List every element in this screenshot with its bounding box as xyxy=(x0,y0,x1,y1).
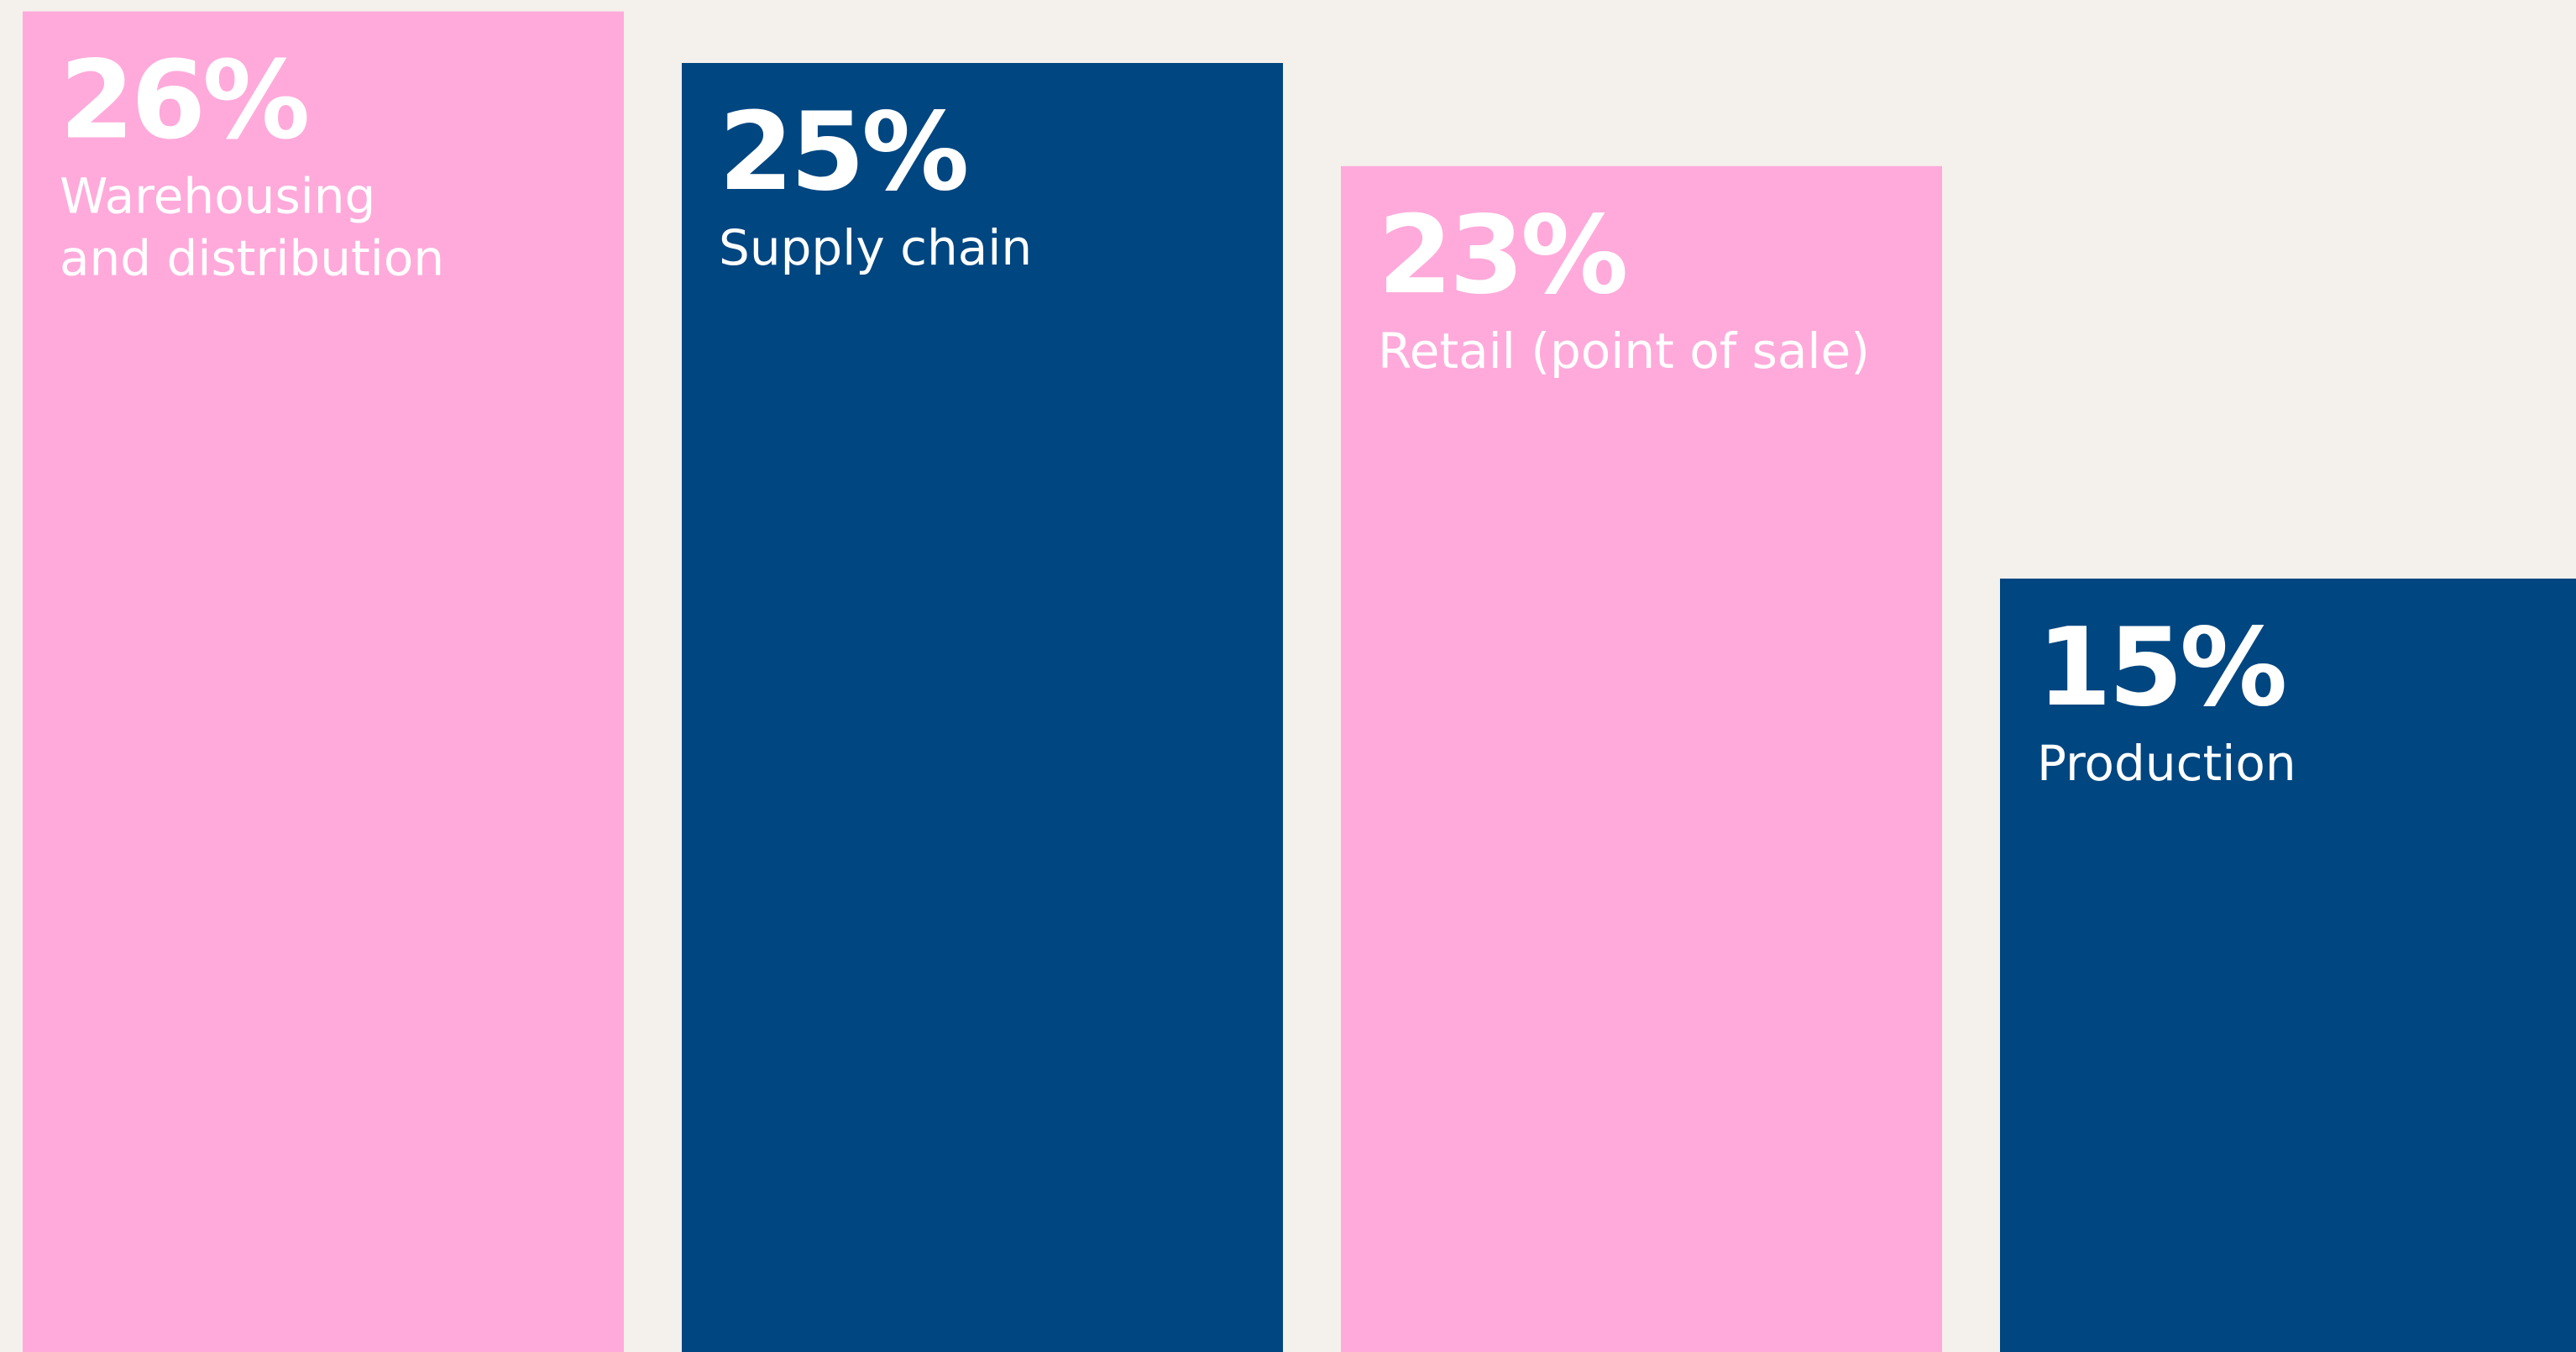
label-line: Retail (point of sale) xyxy=(1378,322,1870,380)
category-label: Supply chain xyxy=(719,219,1032,276)
value-label: 26% xyxy=(60,39,307,164)
bar xyxy=(682,63,1283,1352)
label-line: Production xyxy=(2037,735,2296,792)
value-label: 23% xyxy=(1378,193,1626,318)
category-label: Production xyxy=(2037,735,2296,792)
bar xyxy=(1341,165,1942,1352)
category-label: Retail (point of sale) xyxy=(1378,322,1870,380)
label-line: and distribution xyxy=(60,230,444,287)
category-label: Warehousing and distribution xyxy=(60,168,444,287)
value-label: 25% xyxy=(719,90,966,215)
label-line: Warehousing xyxy=(60,168,391,225)
label-line: Supply chain xyxy=(719,219,1032,276)
bar xyxy=(2000,579,2576,1352)
value-label: 15% xyxy=(2037,605,2285,731)
bar xyxy=(23,11,624,1352)
